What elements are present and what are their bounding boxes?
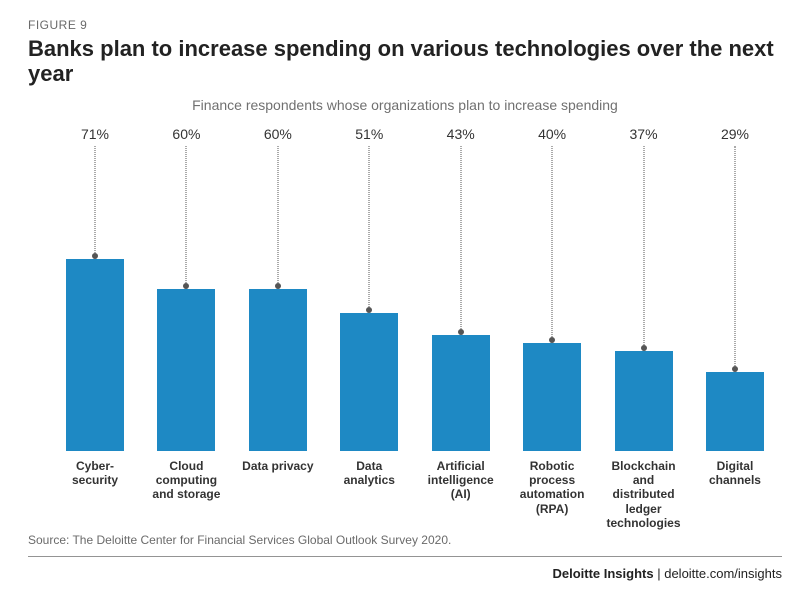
bar-chart: 71% 60% 60% 51% 43% 40% 37% 29% Cyber-securityC… xyxy=(35,121,775,511)
bar-value-label: 51% xyxy=(355,126,383,142)
chart-title: Banks plan to increase spending on vario… xyxy=(28,36,782,87)
bar-column: 43% xyxy=(421,121,501,451)
x-axis-labels: Cyber-securityCloud computing and storag… xyxy=(55,453,775,511)
value-stem xyxy=(369,146,370,313)
x-axis-label: Cyber-security xyxy=(55,453,135,511)
bar-value-label: 29% xyxy=(721,126,749,142)
value-stem xyxy=(186,146,187,289)
x-axis-label: Digital channels xyxy=(695,453,775,511)
bar xyxy=(249,289,307,451)
source-note: Source: The Deloitte Center for Financia… xyxy=(28,533,451,547)
x-axis-label: Blockchain and distributed ledger techno… xyxy=(604,453,684,511)
bar-value-label: 37% xyxy=(630,126,658,142)
value-stem xyxy=(734,146,735,373)
value-stem xyxy=(643,146,644,351)
bar-column: 60% xyxy=(238,121,318,451)
bar-value-label: 60% xyxy=(172,126,200,142)
bar-value-label: 43% xyxy=(447,126,475,142)
footer-brand: Deloitte Insights xyxy=(552,566,653,581)
bar-value-label: 40% xyxy=(538,126,566,142)
bar-column: 40% xyxy=(512,121,592,451)
bar-value-label: 71% xyxy=(81,126,109,142)
x-axis-label: Data analytics xyxy=(329,453,409,511)
value-stem xyxy=(277,146,278,289)
bar-column: 71% xyxy=(55,121,135,451)
bar-column: 37% xyxy=(604,121,684,451)
x-axis-label: Cloud computing and storage xyxy=(146,453,226,511)
value-stem xyxy=(460,146,461,335)
bar xyxy=(523,343,581,451)
footer-attribution: Deloitte Insights | deloitte.com/insight… xyxy=(552,566,782,581)
bar xyxy=(66,259,124,451)
x-axis-label: Robotic process automation (RPA) xyxy=(512,453,592,511)
bar-value-label: 60% xyxy=(264,126,292,142)
x-axis-label: Artificial intelligence (AI) xyxy=(421,453,501,511)
chart-subtitle: Finance respondents whose organizations … xyxy=(28,97,782,113)
footer-link: deloitte.com/insights xyxy=(664,566,782,581)
figure-container: FIGURE 9 Banks plan to increase spending… xyxy=(0,0,810,597)
bar xyxy=(340,313,398,451)
x-axis-label: Data privacy xyxy=(238,453,318,511)
bar xyxy=(615,351,673,451)
footer-divider xyxy=(28,556,782,557)
value-stem xyxy=(552,146,553,343)
plot-area: 71% 60% 60% 51% 43% 40% 37% 29% xyxy=(55,121,775,451)
figure-number: FIGURE 9 xyxy=(28,18,782,32)
bar xyxy=(432,335,490,451)
bar xyxy=(157,289,215,451)
value-stem xyxy=(95,146,96,259)
bar-column: 51% xyxy=(329,121,409,451)
bar xyxy=(706,372,764,450)
bar-column: 60% xyxy=(146,121,226,451)
bar-column: 29% xyxy=(695,121,775,451)
